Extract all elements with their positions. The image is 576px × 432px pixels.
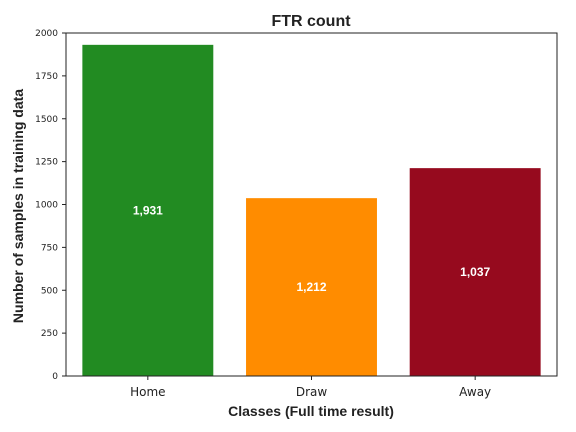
plot-frame xyxy=(65,32,558,377)
y-tick-label: 250 xyxy=(41,329,58,339)
bar-home xyxy=(82,44,214,377)
bar-away xyxy=(409,168,541,376)
y-axis-label: Number of samples in training data xyxy=(10,89,26,323)
plot-area: 0 250 500 750 1000 1250 1500 1750 2000 Home 1,931 D… xyxy=(35,29,541,399)
y-tick-label: 750 xyxy=(41,243,58,253)
bar-value-label: 1,037 xyxy=(460,265,490,279)
bar-draw xyxy=(246,198,377,376)
chart-title: FTR count xyxy=(271,13,351,30)
y-tick-label: 2000 xyxy=(35,29,58,39)
y-tick-label: 1250 xyxy=(35,158,58,168)
y-tick-label: 0 xyxy=(52,372,58,382)
x-tick-label: Home xyxy=(130,385,165,399)
y-tick-label: 1000 xyxy=(35,201,58,211)
x-tick-label: Away xyxy=(459,385,491,399)
x-tick-label: Draw xyxy=(296,385,328,399)
y-tick-label: 1500 xyxy=(35,115,58,125)
bar-value-label: 1,931 xyxy=(133,203,163,217)
x-axis-label: Classes (Full time result) xyxy=(228,403,394,419)
bar-value-label: 1,212 xyxy=(296,280,326,294)
y-tick-label: 500 xyxy=(41,286,58,296)
y-tick-label: 1750 xyxy=(35,72,58,82)
